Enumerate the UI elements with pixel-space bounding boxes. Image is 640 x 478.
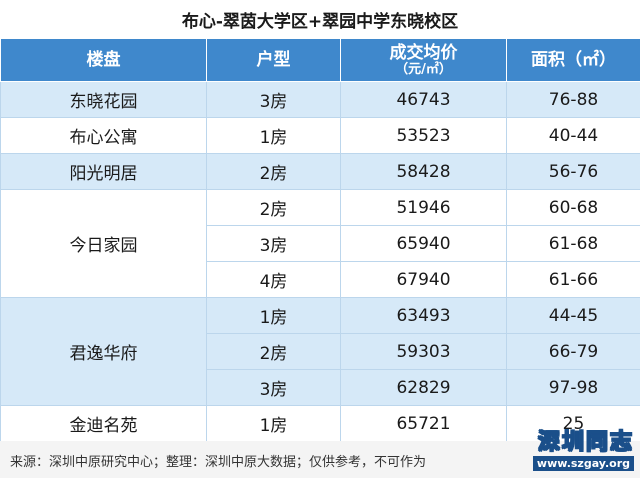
price-cell: 53523 bbox=[340, 117, 507, 154]
header-area: 面积（㎡） bbox=[506, 38, 640, 82]
area-cell: 61-66 bbox=[506, 261, 640, 298]
estate-cell: 金迪名苑 bbox=[0, 405, 207, 442]
estate-cell: 阳光明居 bbox=[0, 153, 207, 190]
table-row: 阳光明居 2房 58428 56-76 bbox=[0, 153, 640, 190]
estate-cell: 君逸华府 bbox=[0, 297, 207, 406]
header-price: 成交均价 （元/㎡） bbox=[340, 38, 507, 82]
price-cell: 65721 bbox=[340, 405, 507, 442]
table-row: 金迪名苑 1房 65721 25 bbox=[0, 405, 640, 442]
source-note: 来源：深圳中原研究中心；整理：深圳中原大数据；仅供参考，不可作为 bbox=[10, 455, 427, 470]
area-cell: 60-68 bbox=[506, 189, 640, 226]
table-row: 君逸华府 1房 63493 44-45 bbox=[0, 297, 640, 406]
area-cell: 76-88 bbox=[506, 81, 640, 118]
area-cell: 25 bbox=[506, 405, 640, 442]
area-cell: 40-44 bbox=[506, 117, 640, 154]
type-cell: 4房 bbox=[206, 261, 341, 298]
table-row: 东晓花园 3房 46743 76-88 bbox=[0, 81, 640, 118]
type-cell: 3房 bbox=[206, 369, 341, 406]
estate-cell: 布心公寓 bbox=[0, 117, 207, 154]
type-cell: 3房 bbox=[206, 81, 341, 118]
type-cell: 1房 bbox=[206, 405, 341, 442]
area-cell: 56-76 bbox=[506, 153, 640, 190]
watermark-title: 深圳同志 bbox=[537, 430, 634, 456]
area-cell: 44-45 bbox=[506, 297, 640, 334]
table-row: 3房 62829 97-98 bbox=[1, 369, 640, 406]
price-cell: 51946 bbox=[340, 189, 507, 226]
watermark-url: www.szgay.org bbox=[532, 456, 634, 471]
table-title: 布心-翠茵大学区+翠园中学东晓校区 bbox=[181, 11, 459, 32]
table-row: 今日家园 2房 51946 60-68 bbox=[0, 189, 640, 298]
type-cell: 2房 bbox=[206, 153, 341, 190]
price-cell: 46743 bbox=[340, 81, 507, 118]
price-cell: 58428 bbox=[340, 153, 507, 190]
price-cell: 59303 bbox=[340, 333, 507, 370]
area-cell: 97-98 bbox=[506, 369, 640, 406]
type-cell: 1房 bbox=[206, 297, 341, 334]
type-cell: 3房 bbox=[206, 225, 341, 262]
header-row: 楼盘 户型 成交均价 （元/㎡） 面积（㎡） bbox=[0, 38, 640, 82]
table-row: 3房 65940 61-68 bbox=[1, 225, 640, 262]
price-cell: 67940 bbox=[340, 261, 507, 298]
table-row: 2房 59303 66-79 bbox=[1, 333, 640, 370]
price-cell: 63493 bbox=[340, 297, 507, 334]
estate-cell: 东晓花园 bbox=[0, 81, 207, 118]
area-cell: 61-68 bbox=[506, 225, 640, 262]
price-table: 楼盘 户型 成交均价 （元/㎡） 面积（㎡） 东晓花园 3房 46743 76-… bbox=[0, 38, 640, 442]
source-footer: 来源：深圳中原研究中心；整理：深圳中原大数据；仅供参考，不可作为 bbox=[0, 441, 640, 478]
price-cell: 62829 bbox=[340, 369, 507, 406]
type-cell: 1房 bbox=[206, 117, 341, 154]
type-cell: 2房 bbox=[206, 333, 341, 370]
table-row: 4房 67940 61-66 bbox=[1, 261, 640, 298]
header-estate: 楼盘 bbox=[0, 38, 207, 82]
table-row: 布心公寓 1房 53523 40-44 bbox=[0, 117, 640, 154]
price-cell: 65940 bbox=[340, 225, 507, 262]
watermark-logo: 深圳同志 www.szgay.org bbox=[532, 430, 634, 471]
header-type: 户型 bbox=[206, 38, 341, 82]
area-cell: 66-79 bbox=[506, 333, 640, 370]
type-cell: 2房 bbox=[206, 189, 341, 226]
estate-cell: 今日家园 bbox=[0, 189, 207, 298]
